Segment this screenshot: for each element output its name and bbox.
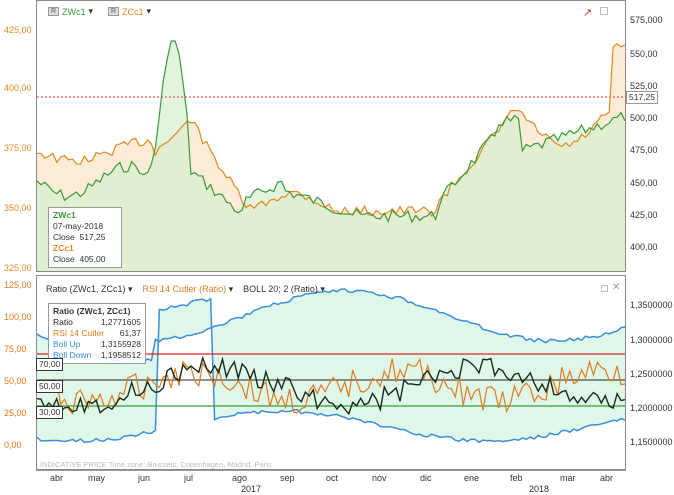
tooltip-series2-row: Close 405,00 (53, 254, 117, 265)
legend-label-ratio: Ratio (ZWc1, ZCc1) (46, 284, 126, 294)
right-tick-label: 1,2500000 (630, 369, 673, 379)
chevron-down-icon[interactable]: ▾ (88, 6, 94, 16)
tooltip-row-label: RSI 14 Cutler (53, 328, 105, 338)
left-tick-label: 0,00 (4, 440, 22, 450)
tooltip-row-value: 1,1958512 (100, 350, 141, 360)
right-tick-label: 1,2000000 (630, 403, 673, 413)
tooltip-close-label: Close (53, 254, 75, 264)
tooltip-row-label: Boll Up (53, 339, 81, 349)
left-tick-label: 375,00 (4, 143, 32, 153)
legend-label-zwc1: ZWc1 (62, 6, 86, 17)
tooltip-close-value: 405,00 (79, 254, 106, 264)
left-tick-label: 75,00 (4, 344, 27, 354)
chart-type-icon[interactable]: ↗ (583, 7, 593, 19)
legend-item-zwc1[interactable]: R ZWc1 ▾ (48, 6, 93, 17)
right-tick-label: 550,00 (630, 49, 658, 59)
month-label: jun (138, 473, 151, 483)
left-tick-label: 400,00 (4, 83, 32, 93)
legend-label-rsi: RSI 14 Cutler (Ratio) (142, 284, 227, 294)
right-tick-label: 525,00 (630, 81, 658, 91)
tooltip-row: Ratio 1,2771605 (53, 317, 141, 328)
legend-label-zcc1: ZCc1 (122, 6, 144, 17)
right-tick-label: 1,3000000 (630, 335, 673, 345)
right-tick-label: 1,3500000 (630, 300, 673, 310)
tooltip-row-value: 1,2771605 (100, 317, 141, 327)
month-label: ago (232, 473, 248, 483)
month-label: feb (510, 473, 523, 483)
right-tick-label: 425,00 (630, 210, 658, 220)
series-chip-icon: R (108, 7, 119, 16)
level-tag: 50,00 (36, 380, 64, 393)
tooltip-row-value: 61,37 (119, 328, 141, 338)
level-tag: 70,00 (36, 358, 64, 371)
price-tooltip: ZWc1 07-may-2018 Close 517,25 ZCc1 Close… (48, 207, 122, 268)
price-chart-panel[interactable] (36, 0, 626, 272)
right-tick-label: 400,00 (630, 242, 658, 252)
month-label: oct (326, 473, 339, 483)
month-label: abr (600, 473, 614, 483)
left-tick-label: 100,00 (4, 312, 32, 322)
tooltip-close-label: Close (53, 232, 75, 242)
left-tick-label: 50,00 (4, 376, 27, 386)
tooltip-row: Boll Up 1,3155928 (53, 339, 141, 350)
tooltip-close-value: 517,25 (79, 232, 106, 242)
tooltip-row: Boll Down 1,1958512 (53, 350, 141, 361)
legend-item-rsi[interactable]: RSI 14 Cutler (Ratio) ▾ (142, 284, 234, 294)
tooltip-series1-row: Close 517,25 (53, 232, 117, 243)
tooltip-rows: Ratio 1,2771605 RSI 14 Cutler 61,37 Boll Up 1… (53, 317, 141, 361)
legend-item-boll[interactable]: BOLL 20; 2 (Ratio) ▾ (243, 284, 325, 294)
panel-settings-icon[interactable] (600, 7, 608, 15)
left-tick-label: 325,00 (4, 263, 32, 273)
maximize-icon[interactable] (601, 285, 608, 292)
chevron-down-icon[interactable]: ▾ (146, 6, 152, 16)
tooltip-series2-name: ZCc1 (53, 243, 74, 253)
tooltip-row-value: 1,3155928 (100, 339, 141, 349)
year-label: 2017 (241, 484, 262, 494)
tooltip-date: 07-may-2018 (53, 221, 104, 231)
month-label: jul (184, 473, 194, 483)
x-axis: abr may jun jul ago sep oct nov dic ene feb mar abr … (36, 470, 626, 495)
left-tick-label: 425,00 (4, 25, 32, 35)
level-tag: 30,00 (36, 406, 64, 419)
right-tick-label: 475,00 (630, 145, 658, 155)
right-tick-label: 500,00 (630, 113, 658, 123)
tooltip-title: Ratio (ZWc1, ZCc1) (53, 306, 131, 316)
month-label: dic (420, 473, 432, 483)
ratio-tooltip: Ratio (ZWc1, ZCc1) Ratio 1,2771605 RSI 14 … (48, 303, 146, 364)
month-label: abr (50, 473, 64, 483)
legend-item-zcc1[interactable]: R ZCc1 ▾ (108, 6, 151, 17)
tooltip-row: RSI 14 Cutler 61,37 (53, 328, 141, 339)
price-chart-svg (37, 40, 625, 271)
left-tick-label: 125,00 (4, 280, 32, 290)
month-label: mar (560, 473, 576, 483)
right-tick-label: 575,000 (630, 15, 663, 25)
watermark-text: INDICATIVE PRICE Time zone: Brussels, Co… (40, 460, 272, 469)
legend-item-ratio[interactable]: Ratio (ZWc1, ZCc1) ▾ (46, 284, 133, 294)
tooltip-row-label: Ratio (53, 317, 73, 327)
month-label: may (88, 473, 106, 483)
month-label: sep (280, 473, 295, 483)
year-label: 2018 (529, 484, 550, 494)
right-tick-label: 1,1500000 (630, 437, 673, 447)
left-tick-label: 350,00 (4, 203, 32, 213)
close-icon[interactable]: ✕ (612, 282, 621, 293)
last-price-tag: 517,25 (626, 91, 658, 104)
month-label: nov (372, 473, 387, 483)
tooltip-series1-name: ZWc1 (53, 210, 76, 220)
ratio-legend: Ratio (ZWc1, ZCc1) ▾ RSI 14 Cutler (Rati… (46, 284, 325, 295)
series-chip-icon: R (48, 7, 59, 16)
right-tick-label: 450,00 (630, 178, 658, 188)
tooltip-row-label: Boll Down (53, 350, 92, 360)
legend-label-boll: BOLL 20; 2 (Ratio) (243, 284, 318, 294)
left-tick-label: 25,00 (4, 408, 27, 418)
month-label: ene (464, 473, 480, 483)
